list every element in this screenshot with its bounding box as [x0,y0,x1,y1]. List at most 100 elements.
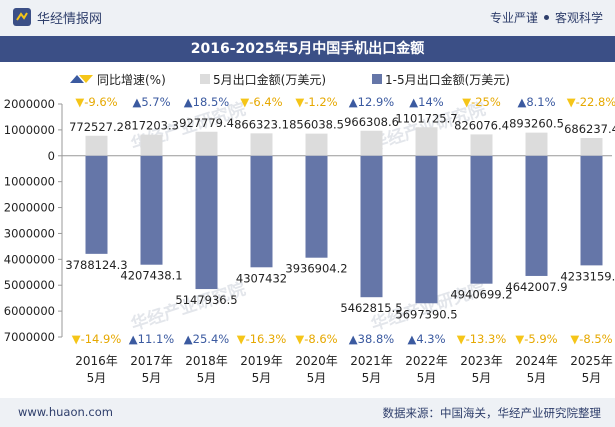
footer-url: www.huaon.com [18,405,113,419]
y-tick-label: 4000000 [4,252,55,266]
data-label-ytd: 5462815.5 [340,301,402,315]
x-tick-label-month: 5月 [307,371,327,385]
data-label-may: 826076.4 [454,118,509,132]
bar-may [85,135,108,156]
brand-name: 华经情报网 [37,11,103,27]
footer-source: 数据来源：中国海关，华经产业研究院整理 [382,406,602,420]
y-tick-label: 3000000 [4,226,55,240]
x-tick-label-month: 5月 [252,371,272,385]
bar-ytd [250,155,273,268]
data-label-may: 817203.3 [124,119,179,133]
y-tick-label: 2000000 [4,97,55,111]
bar-ytd [85,155,108,254]
growth-label-ytd: ▼-8.5% [570,332,612,346]
data-label-may: 1101725.7 [395,111,457,125]
x-tick-label-year: 2024年 [515,354,558,368]
x-tick-label-year: 2023年 [460,354,503,368]
growth-label-may: ▲8.1% [517,95,555,109]
x-tick-label-month: 5月 [417,371,437,385]
data-label-may: 893260.5 [509,117,564,131]
x-tick-label-month: 5月 [362,371,382,385]
x-tick-label-month: 5月 [87,371,107,385]
bar-ytd [525,155,548,276]
bar-may [305,133,328,156]
brand: 华经情报网 [12,7,102,27]
growth-label-ytd: ▲25.4% [184,332,229,346]
growth-label-ytd: ▼-13.3% [457,332,507,346]
bar-may [580,138,603,156]
tagline-right: 客观科学 [554,11,603,25]
data-label-may: 856038.5 [289,118,344,132]
data-label-may: 966308.6 [344,115,399,129]
bar-may [195,131,218,156]
y-tick-label: 7000000 [4,330,55,344]
chart-title: 2016-2025年5月中国手机出口金额 [0,36,615,62]
legend-label-growth: 同比增速(%) [97,73,166,87]
x-tick-label-month: 5月 [582,371,602,385]
bar-ytd [470,155,493,284]
legend-label-may: 5月出口金额(万美元) [213,72,326,87]
growth-label-may: ▼-25% [462,95,501,109]
chart-area: 华经产业研究院 华经产业研究院 华经产业研究院 华经产业研究院 同比增速(%) 5月出口金… [0,62,615,398]
data-label-ytd: 4307432 [236,271,287,285]
growth-label-may: ▼-6.4% [240,95,282,109]
x-tick-label-month: 5月 [197,371,217,385]
growth-label-ytd: ▼-14.9% [72,332,122,346]
data-label-ytd: 4207438.1 [120,269,182,283]
y-tick-label: 1000000 [4,123,55,137]
huajing-logo-icon [13,8,31,26]
data-label-ytd: 5147936.5 [175,293,237,307]
legend-swatch-ytd [372,74,382,84]
growth-label-ytd: ▲11.1% [129,332,174,346]
x-tick-label-month: 5月 [472,371,492,385]
data-label-may: 772527.2 [69,120,124,134]
separator-dot-icon [543,15,549,20]
bar-ytd [305,155,328,258]
data-label-may: 927779.4 [179,116,234,130]
x-tick-label-month: 5月 [142,371,162,385]
growth-label-may: ▼-1.2% [295,95,337,109]
data-label-may: 686237.4 [564,122,615,136]
x-tick-label-year: 2017年 [130,354,173,368]
legend-down-triangle-icon [79,75,93,83]
x-tick-label-year: 2022年 [405,354,448,368]
x-tick-label-year: 2019年 [240,354,283,368]
legend-swatch-may [200,74,210,84]
growth-label-ytd: ▲4.3% [407,332,445,346]
tagline: 专业严谨 客观科学 [490,9,603,26]
data-label-ytd: 3788124.3 [65,258,127,272]
data-label-ytd: 4940699.2 [450,288,512,302]
top-bar: 华经情报网 专业严谨 客观科学 [0,0,615,36]
growth-label-may: ▼-22.8% [567,95,615,109]
bar-may [250,133,273,156]
growth-label-may: ▲14% [409,95,443,109]
growth-label-ytd: ▼-16.3% [237,332,287,346]
x-tick-label-month: 5月 [527,371,547,385]
growth-label-ytd: ▲38.8% [349,332,394,346]
legend-up-triangle-icon [70,75,84,83]
bar-ytd [195,155,218,290]
growth-label-may: ▼-9.6% [75,95,117,109]
y-tick-label: 1000000 [4,175,55,189]
growth-label-ytd: ▼-8.6% [295,332,337,346]
bar-may [525,132,548,156]
bar-ytd [360,155,383,298]
bar-ytd [140,155,163,265]
data-label-may: 866323.1 [234,117,289,131]
y-tick-label: 5000000 [4,278,55,292]
y-tick-label: 2000000 [4,201,55,215]
bar-ytd [580,155,603,266]
bar-ytd [415,155,438,304]
growth-label-ytd: ▼-5.9% [515,332,557,346]
x-tick-label-year: 2025年 [570,354,613,368]
x-tick-label-year: 2016年 [75,354,118,368]
bar-may [470,134,493,156]
data-label-ytd: 4233159.6 [560,269,615,283]
y-tick-label: 0 [48,149,55,163]
data-label-ytd: 4642007.9 [505,280,567,294]
x-tick-label-year: 2018年 [185,354,228,368]
data-label-ytd: 5697390.5 [395,307,457,321]
tagline-left: 专业严谨 [489,11,538,25]
x-tick-label-year: 2020年 [295,354,338,368]
